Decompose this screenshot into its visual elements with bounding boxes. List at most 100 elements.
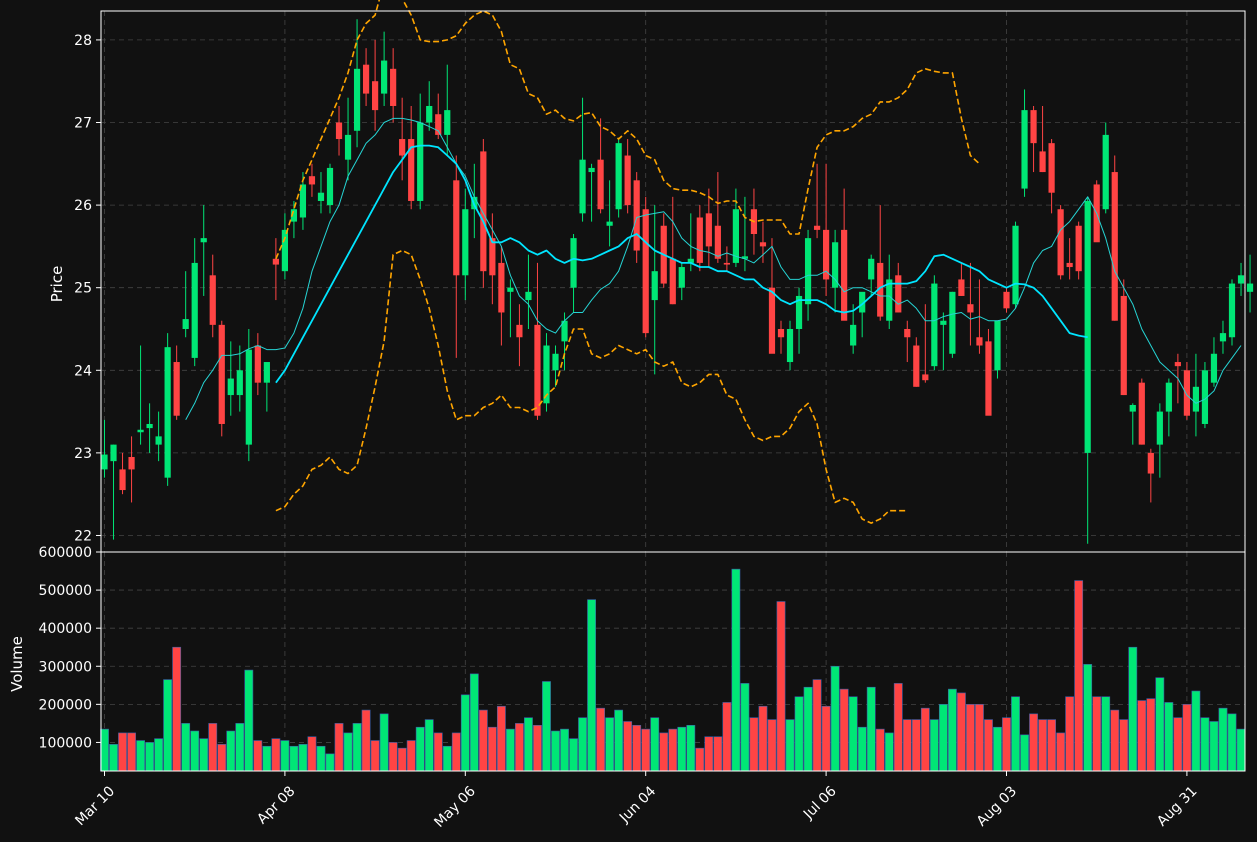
volume-bar — [217, 744, 227, 772]
candle-body — [516, 324, 523, 338]
volume-bar — [1128, 646, 1138, 772]
volume-bar — [235, 723, 245, 772]
upper-band-line — [275, 0, 980, 260]
price-y-ticks: 22 23 24 25 26 27 28 — [74, 33, 101, 544]
volume-bar — [1137, 700, 1147, 772]
candle-body — [507, 287, 514, 292]
candle-body — [1084, 200, 1091, 453]
volume-bar — [109, 744, 118, 772]
candle-body — [777, 328, 785, 338]
candle-body — [1102, 134, 1109, 210]
volume-bar — [893, 683, 903, 772]
volume-bar — [650, 717, 660, 772]
volume-bar — [911, 719, 921, 772]
volume-bar — [1200, 717, 1210, 772]
volume-bar — [749, 717, 759, 772]
volume-bar — [803, 686, 813, 772]
candle-body — [372, 81, 379, 111]
volume-bar — [379, 713, 389, 772]
candle-body — [335, 122, 343, 140]
volume-bar — [776, 601, 786, 772]
candle-body — [651, 271, 658, 301]
candle-body — [759, 242, 767, 247]
volume-bar — [875, 728, 885, 772]
volume-bar — [505, 728, 515, 772]
candle-body — [1210, 353, 1218, 383]
candle-body — [886, 279, 893, 321]
candle-body — [1021, 110, 1028, 189]
volume-bar — [397, 747, 407, 772]
candle-body — [344, 134, 352, 160]
volume-bar — [190, 730, 200, 772]
candle-body — [128, 457, 135, 470]
candle-body — [967, 304, 974, 313]
candle-body — [561, 320, 568, 342]
volume-bar — [1191, 690, 1201, 772]
volume-bar — [884, 732, 894, 772]
volume-bar — [253, 740, 263, 772]
volume-bar — [1110, 709, 1120, 772]
volume-bar — [343, 732, 353, 772]
candle-body — [146, 423, 153, 429]
volume-bar — [1074, 580, 1084, 772]
candle-body — [579, 159, 586, 214]
candle-body — [317, 192, 325, 201]
candle-body — [877, 262, 884, 317]
volume-bar — [695, 747, 705, 772]
volume-bar — [641, 728, 651, 772]
volume-bar — [154, 738, 164, 772]
candle-body — [299, 184, 307, 218]
volume-bar — [785, 719, 795, 772]
volume-y-ticks: 100000 200000 300000 400000 500000 600000 — [39, 545, 101, 751]
candle-body — [534, 324, 541, 416]
volume-bar — [1020, 734, 1029, 772]
volume-bar — [830, 665, 840, 772]
candle-body — [254, 345, 261, 383]
volume-bar — [578, 717, 587, 772]
candle-body — [1003, 291, 1010, 309]
volume-bar — [920, 707, 930, 772]
volume-bar — [1173, 717, 1183, 772]
volume-bar — [1083, 664, 1093, 772]
volume-bar — [722, 702, 732, 772]
fast-moving-average-line — [185, 117, 1242, 421]
candle-body — [137, 429, 144, 433]
candle-body — [570, 238, 577, 288]
volume-bar — [1011, 696, 1020, 772]
candle-body — [786, 328, 794, 363]
volume-bar — [127, 732, 136, 772]
volume-bar — [1146, 698, 1156, 772]
volume-bar — [866, 686, 876, 772]
volume-bar — [794, 696, 804, 772]
candle-body — [101, 454, 108, 470]
candle-body — [976, 337, 983, 346]
candle-body — [353, 68, 361, 131]
volume-bar — [560, 728, 569, 772]
candle-body — [272, 258, 279, 265]
volume-bar — [181, 723, 191, 772]
volume-bar — [668, 728, 678, 772]
candle-body — [732, 209, 739, 263]
volume-bar — [316, 745, 326, 772]
volume-bar — [515, 723, 524, 772]
price-tick-label: 28 — [74, 33, 92, 49]
volume-bar — [993, 726, 1002, 772]
candle-body — [1075, 225, 1082, 272]
candle-body — [741, 256, 749, 259]
volume-bar — [136, 740, 145, 772]
candle-body — [263, 362, 270, 383]
candle-body — [498, 262, 505, 313]
volume-bar — [487, 726, 497, 772]
candle-body — [218, 324, 225, 424]
candle-body — [480, 151, 487, 272]
price-axis-label: Price — [48, 266, 66, 303]
candle-body — [1039, 151, 1046, 173]
indicator-lines — [185, 0, 1242, 524]
candle-body — [994, 320, 1001, 371]
volume-bar — [334, 723, 344, 772]
volume-bar — [1065, 696, 1075, 772]
volume-bar — [307, 736, 317, 772]
candle-body — [119, 469, 126, 491]
